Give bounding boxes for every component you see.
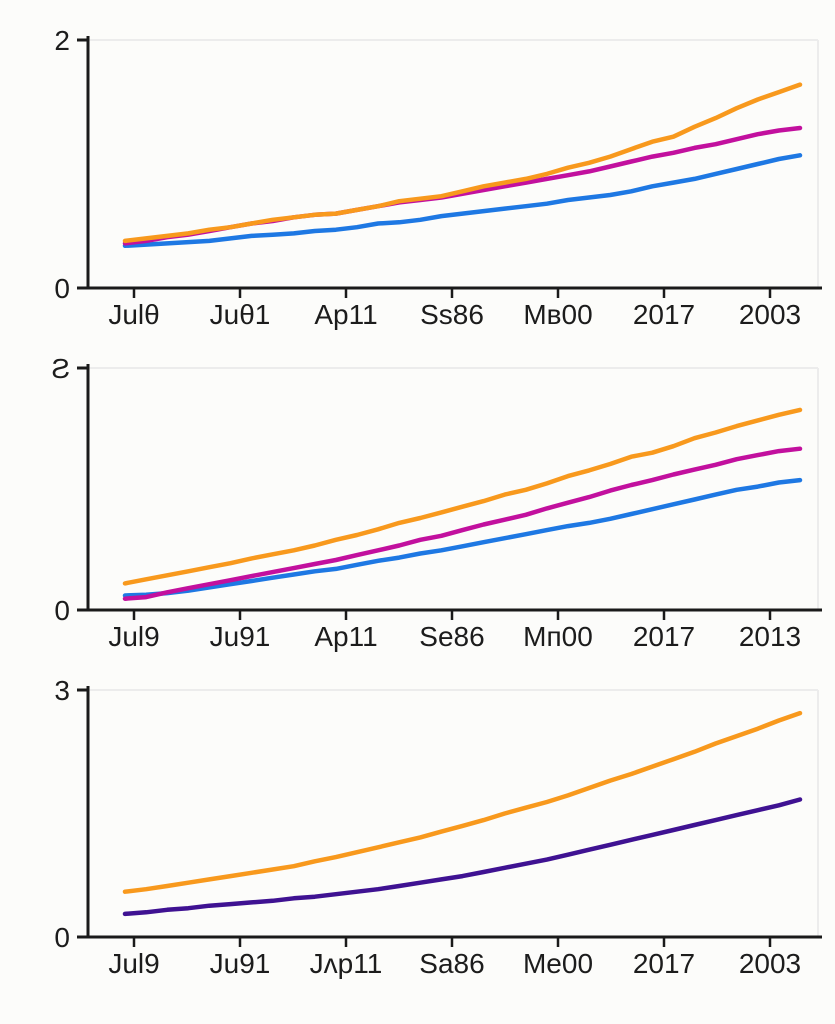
y-tick-label: Ƨ bbox=[51, 353, 70, 384]
x-tick-label: Me00 bbox=[523, 948, 593, 979]
x-tick-label: Juθ1 bbox=[210, 299, 271, 330]
x-tick-label: Jul9 bbox=[108, 621, 159, 652]
y-tick-label: 0 bbox=[54, 273, 70, 304]
axes bbox=[86, 364, 822, 612]
x-tick-label: 2013 bbox=[739, 621, 801, 652]
x-tick-label: 2017 bbox=[633, 948, 695, 979]
y-tick-label: 0 bbox=[54, 922, 70, 953]
x-tick-label: 2003 bbox=[739, 948, 801, 979]
chart-3: 0 3 Jul9 Ju91 Jʌp11 Sa86 Me00 2017 2003 bbox=[54, 675, 822, 979]
x-tick-label: Jʌp11 bbox=[310, 948, 383, 979]
x-tick-label: Se86 bbox=[419, 621, 484, 652]
x-tick-label: Mв00 bbox=[523, 299, 592, 330]
y-tick-label: 0 bbox=[54, 595, 70, 626]
x-tick-label: Ss86 bbox=[420, 299, 484, 330]
series-magenta bbox=[122, 446, 803, 601]
x-tick-label: Ap11 bbox=[314, 299, 377, 330]
axes bbox=[86, 686, 822, 939]
x-tick-label: Mп00 bbox=[523, 621, 593, 652]
axes bbox=[86, 36, 822, 290]
series-orange bbox=[122, 82, 803, 244]
y-tick-label: 3 bbox=[54, 675, 70, 706]
x-tick-label: Ju91 bbox=[210, 621, 271, 652]
series-blue bbox=[122, 153, 803, 249]
x-tick-label: Ap11 bbox=[314, 621, 377, 652]
chart-2: 0 Ƨ Jul9 Ju91 Ap11 Se86 Mп00 2017 2013 bbox=[51, 353, 822, 652]
x-tick-label: 2003 bbox=[739, 299, 801, 330]
series-blue bbox=[122, 477, 803, 598]
x-tick-label: Jul9 bbox=[108, 948, 159, 979]
x-tick-label: 2017 bbox=[633, 299, 695, 330]
x-tick-label: 2017 bbox=[633, 621, 695, 652]
series-orange bbox=[122, 710, 803, 894]
x-tick-label: Julθ bbox=[108, 299, 159, 330]
x-tick-label: Sa86 bbox=[419, 948, 484, 979]
y-tick-label: 2 bbox=[54, 25, 70, 56]
series-purple bbox=[122, 797, 803, 917]
x-tick-label: Ju91 bbox=[210, 948, 271, 979]
chart-1: 0 2 Julθ Juθ1 Ap11 Ss86 Mв00 2017 2003 bbox=[54, 25, 822, 330]
series-orange bbox=[122, 407, 803, 586]
